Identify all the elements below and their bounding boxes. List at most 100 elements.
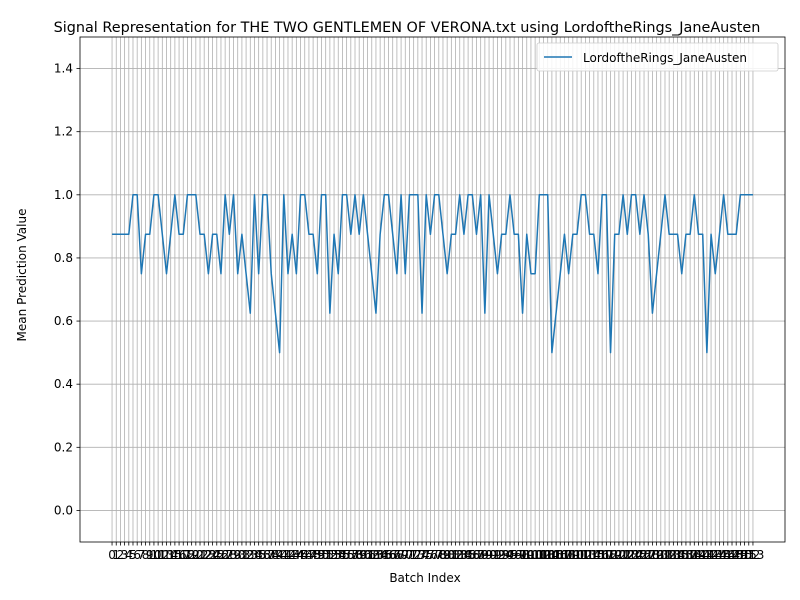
- x-tick-label: 118: [595, 548, 618, 562]
- x-tick-label: 69: [393, 548, 408, 562]
- y-tick-label: 0.4: [54, 377, 73, 391]
- x-tick-label: 12: [155, 548, 170, 562]
- x-tick-label: 117: [591, 548, 614, 562]
- x-tick-label: 103: [532, 548, 555, 562]
- legend: LordoftheRings_JaneAusten: [536, 42, 779, 72]
- x-tick-label: 152: [737, 548, 760, 562]
- x-tick-label: 87: [469, 548, 484, 562]
- x-tick-label: 30: [230, 548, 245, 562]
- x-tick-label: 20: [188, 548, 203, 562]
- x-tick-label: 78: [431, 548, 446, 562]
- x-tick-label: 108: [553, 548, 576, 562]
- x-tick-label: 35: [251, 548, 266, 562]
- x-tick-label: 31: [234, 548, 249, 562]
- x-tick-label: 26: [213, 548, 228, 562]
- x-tick-label: 14: [163, 548, 178, 562]
- x-tick-label: 24: [205, 548, 220, 562]
- x-tick-label: 52: [322, 548, 337, 562]
- plot-frame: [79, 36, 786, 543]
- y-tick-label: 1.4: [54, 62, 73, 76]
- x-tick-label: 148: [721, 548, 744, 562]
- x-tick-label: 27: [218, 548, 233, 562]
- x-tick-label: 144: [704, 548, 727, 562]
- x-tick-label: 67: [385, 548, 400, 562]
- x-tick-label: 136: [670, 548, 693, 562]
- x-tick-label: 106: [545, 548, 568, 562]
- x-tick-label: 59: [352, 548, 367, 562]
- x-tick-label: 62: [364, 548, 379, 562]
- x-tick-label: 55: [335, 548, 350, 562]
- y-grid: [80, 68, 785, 511]
- x-tick-label: 111: [566, 548, 589, 562]
- x-tick-label: 127: [633, 548, 656, 562]
- x-axis-label: Batch Index: [389, 571, 460, 585]
- x-tick-label: 65: [377, 548, 392, 562]
- x-tick-label: 19: [184, 548, 199, 562]
- legend-box: [536, 42, 779, 72]
- x-tick-label: 25: [209, 548, 224, 562]
- x-tick-label: 107: [549, 548, 572, 562]
- x-tick-label: 56: [339, 548, 354, 562]
- x-tick-label: 74: [414, 548, 429, 562]
- x-tick-label: 151: [733, 548, 756, 562]
- x-tick-label: 15: [167, 548, 182, 562]
- x-tick-label: 141: [691, 548, 714, 562]
- x-tick-label: 68: [389, 548, 404, 562]
- x-tick-label: 143: [700, 548, 723, 562]
- x-tick-label: 102: [528, 548, 551, 562]
- x-tick-label: 83: [452, 548, 467, 562]
- x-tick-label: 80: [440, 548, 455, 562]
- x-tick-label: 138: [679, 548, 702, 562]
- x-tick-label: 73: [410, 548, 425, 562]
- x-tick-label: 13: [159, 548, 174, 562]
- x-tick-label: 4: [125, 548, 133, 562]
- x-tick-label: 50: [314, 548, 329, 562]
- x-tick-label: 72: [406, 548, 421, 562]
- x-tick-label: 124: [620, 548, 643, 562]
- x-tick-label: 86: [465, 548, 480, 562]
- x-tick-label: 112: [570, 548, 593, 562]
- x-tick-label: 96: [507, 548, 522, 562]
- x-tick-label: 77: [427, 548, 442, 562]
- x-tick-label: 126: [628, 548, 651, 562]
- x-tick-label: 76: [423, 548, 438, 562]
- x-tick-label: 21: [192, 548, 207, 562]
- x-tick-label: 0: [108, 548, 116, 562]
- x-tick-label: 45: [293, 548, 308, 562]
- x-tick-label: 32: [238, 548, 253, 562]
- x-tick-label: 47: [301, 548, 316, 562]
- x-tick-label: 8: [142, 548, 150, 562]
- x-tick-label: 18: [180, 548, 195, 562]
- series-line: [112, 194, 753, 354]
- x-tick-label: 147: [716, 548, 739, 562]
- x-tick-label: 128: [637, 548, 660, 562]
- x-tick-label: 110: [561, 548, 584, 562]
- y-tick-label: 0.2: [54, 440, 73, 454]
- x-tick-label: 114: [578, 548, 601, 562]
- x-tick-label: 51: [318, 548, 333, 562]
- x-tick-label: 1: [112, 548, 120, 562]
- x-tick-label: 100: [519, 548, 542, 562]
- x-tick-label: 130: [645, 548, 668, 562]
- x-tick-label: 60: [356, 548, 371, 562]
- x-tick-label: 109: [557, 548, 580, 562]
- x-tick-label: 81: [444, 548, 459, 562]
- x-tick-label: 36: [255, 548, 270, 562]
- x-tick-label: 89: [477, 548, 492, 562]
- x-tick-label: 57: [343, 548, 358, 562]
- x-tick-label: 145: [708, 548, 731, 562]
- y-tick-label: 0.0: [54, 503, 73, 517]
- x-tick-label: 79: [435, 548, 450, 562]
- x-tick-label: 53: [326, 548, 341, 562]
- x-tick-label: 70: [398, 548, 413, 562]
- x-tick-label: 134: [662, 548, 685, 562]
- x-tick-label: 140: [687, 548, 710, 562]
- x-tick-label: 104: [536, 548, 559, 562]
- x-tick-label: 132: [654, 548, 677, 562]
- x-tick-label: 137: [674, 548, 697, 562]
- x-tick-label: 28: [222, 548, 237, 562]
- chart-title: Signal Representation for THE TWO GENTLE…: [54, 20, 761, 36]
- x-tick-label: 5: [129, 548, 137, 562]
- x-tick-label: 150: [729, 548, 752, 562]
- x-tick-label: 139: [683, 548, 706, 562]
